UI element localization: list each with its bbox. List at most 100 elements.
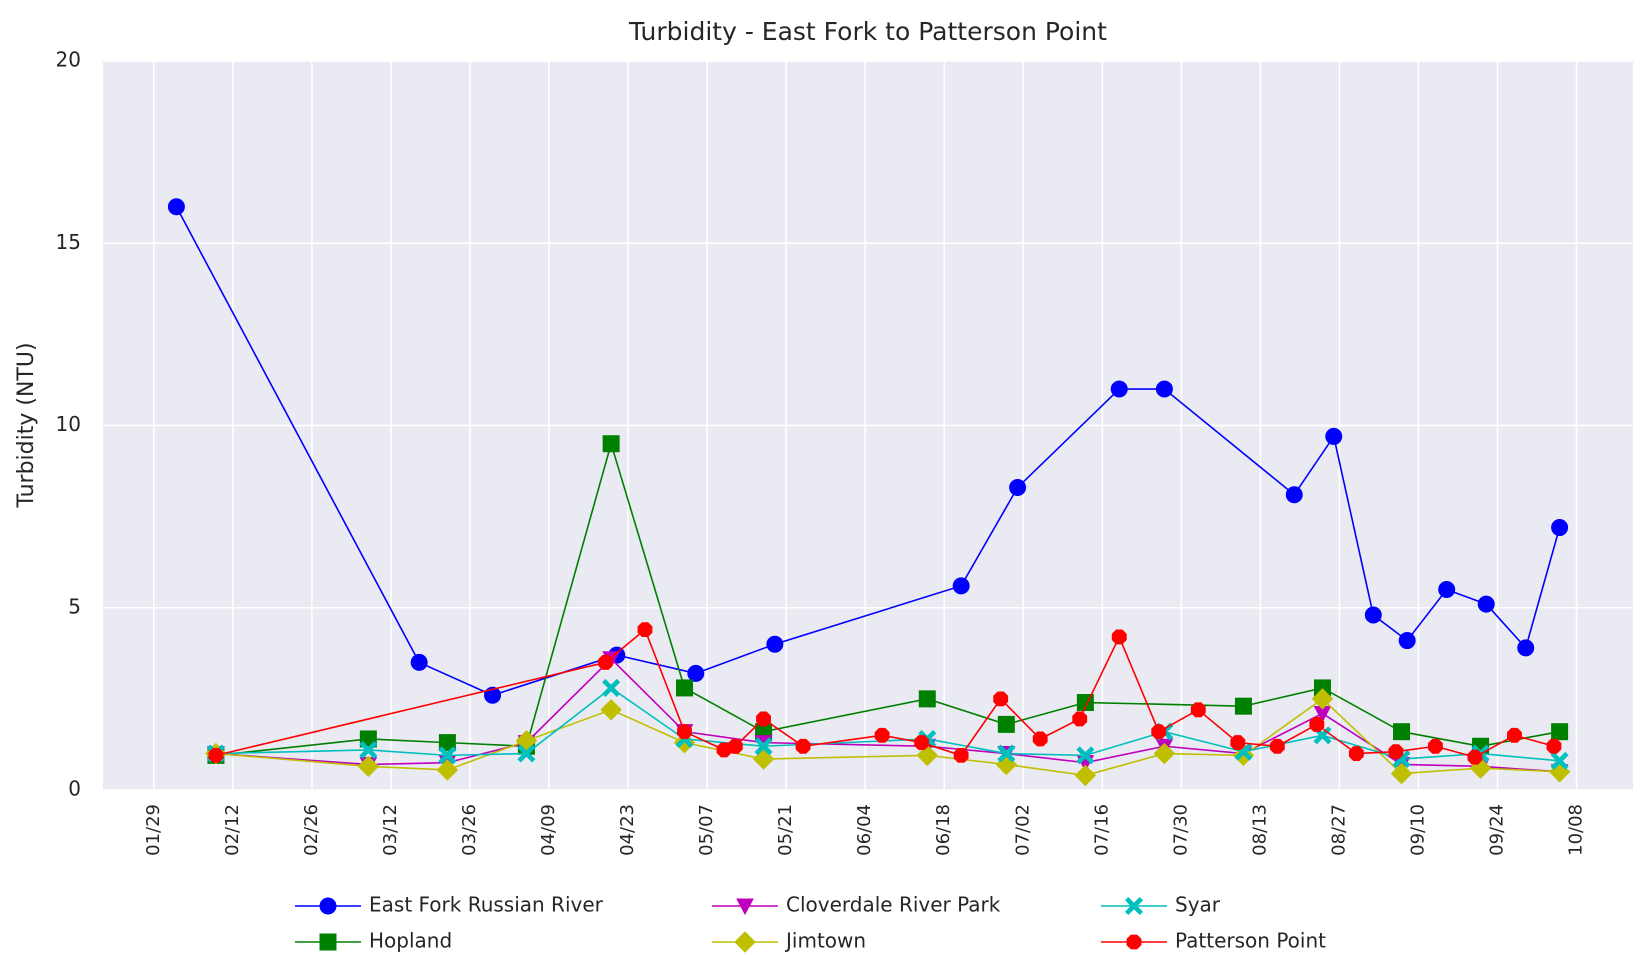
legend-label: Syar (1175, 893, 1221, 917)
legend-label: Patterson Point (1175, 929, 1326, 953)
x-tick-label: 03/26 (459, 804, 480, 856)
legend-label: East Fork Russian River (369, 893, 604, 917)
marker (1467, 749, 1483, 765)
marker (918, 690, 936, 708)
marker (677, 724, 692, 740)
legend-label: Cloverdale River Park (786, 893, 1001, 917)
x-tick-label: 07/02 (1012, 804, 1033, 856)
marker (766, 635, 784, 653)
marker (1126, 934, 1142, 950)
marker (1364, 606, 1382, 624)
marker (1309, 716, 1325, 732)
marker (676, 679, 694, 697)
marker (952, 577, 970, 595)
marker (1076, 746, 1095, 765)
marker (1427, 738, 1443, 754)
marker (1325, 427, 1343, 445)
marker (602, 435, 620, 453)
marker (953, 747, 969, 763)
marker (1507, 727, 1522, 743)
marker (359, 740, 378, 759)
marker (756, 711, 771, 727)
marker (997, 715, 1015, 733)
marker (874, 727, 890, 743)
marker (1390, 762, 1413, 785)
legend-item: Jimtown (712, 929, 866, 953)
marker (734, 931, 756, 953)
series (167, 198, 1569, 704)
legend-item: Hopland (295, 929, 452, 953)
marker (1546, 738, 1562, 754)
marker (1234, 697, 1252, 715)
marker (484, 686, 502, 704)
y-axis-label: Turbidity (NTU) (14, 342, 39, 508)
marker (1438, 581, 1456, 599)
x-tick-label: 04/23 (617, 804, 638, 856)
marker (1074, 764, 1097, 787)
marker (436, 759, 459, 781)
x-tick-label: 06/18 (933, 804, 954, 856)
marker (319, 933, 337, 951)
legend-label: Jimtown (784, 929, 866, 953)
x-tick-label: 01/29 (143, 804, 164, 856)
legend-label: Hopland (369, 929, 452, 953)
x-tick-label: 08/27 (1328, 804, 1349, 856)
marker (1551, 519, 1569, 537)
marker (1124, 896, 1144, 916)
marker (1269, 738, 1285, 754)
marker (993, 691, 1009, 707)
marker (1110, 380, 1128, 398)
marker (1393, 723, 1411, 741)
marker (1155, 380, 1173, 398)
marker (1398, 632, 1416, 650)
marker (1285, 486, 1303, 504)
marker (1190, 702, 1206, 718)
y-tick-label: 15 (56, 230, 81, 254)
x-tick-label: 03/12 (380, 804, 401, 856)
chart-title: Turbidity - East Fork to Patterson Point (628, 17, 1107, 46)
series (208, 622, 1562, 765)
marker (1348, 746, 1364, 761)
y-tick-label: 0 (68, 777, 81, 801)
marker (687, 664, 705, 682)
x-tick-label: 09/10 (1407, 804, 1428, 856)
x-tick-label: 02/26 (301, 804, 322, 856)
y-tick-label: 5 (68, 594, 81, 618)
marker (517, 744, 536, 763)
marker (914, 735, 930, 751)
marker (600, 699, 622, 721)
marker (637, 622, 653, 638)
x-tick-label: 04/09 (538, 804, 559, 856)
legend-item: East Fork Russian River (295, 893, 604, 917)
marker (1388, 744, 1404, 760)
x-tick-label: 08/13 (1249, 804, 1270, 856)
marker (1153, 742, 1176, 765)
legend-item: Syar (1101, 893, 1221, 917)
marker (598, 654, 613, 670)
x-tick-label: 10/08 (1566, 804, 1587, 856)
marker (916, 744, 938, 767)
marker (1009, 478, 1027, 496)
marker (1477, 595, 1495, 613)
marker (208, 747, 224, 763)
x-tick-label: 07/16 (1091, 804, 1112, 856)
x-tick-label: 02/12 (222, 804, 243, 856)
marker (167, 198, 185, 216)
marker (1032, 731, 1048, 747)
x-tick-label: 06/04 (854, 804, 875, 856)
y-tick-label: 20 (56, 48, 81, 72)
marker (736, 898, 754, 916)
marker (410, 653, 428, 671)
marker (1111, 629, 1127, 645)
y-tick-label: 10 (56, 412, 81, 436)
x-tick-label: 07/30 (1170, 804, 1191, 856)
series-line (215, 657, 1560, 773)
marker (754, 737, 773, 756)
x-tick-label: 05/07 (696, 804, 717, 856)
marker (438, 734, 456, 752)
marker (1311, 688, 1334, 710)
x-tick-label: 05/21 (775, 804, 796, 856)
marker (1517, 639, 1535, 657)
marker (357, 755, 380, 778)
